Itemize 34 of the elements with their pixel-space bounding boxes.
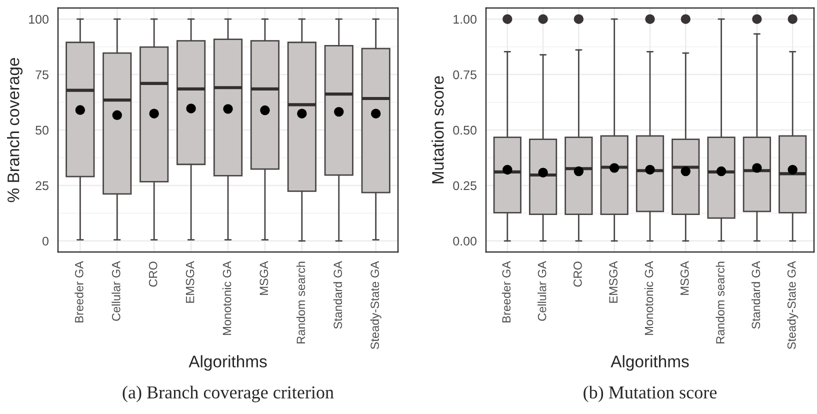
x-tick-label: Random search — [296, 262, 306, 344]
text: (a) Branch coverage criterion — [122, 386, 334, 402]
x-tick-label: Cellular GA — [112, 261, 120, 321]
y-tick-label: 75 — [36, 70, 48, 80]
x-tick-label: Monotonic GA — [644, 261, 654, 335]
y-axis-title: Mutation score — [432, 76, 444, 184]
y-tick-label: 0.50 — [453, 126, 476, 135]
x-tick-label: Cellular GA — [538, 261, 546, 321]
y-tick-label: 0.75 — [453, 70, 476, 80]
x-tick-label: Standard GA — [751, 261, 760, 329]
x-tick-label: MSGA — [260, 261, 268, 295]
x-tick-label: Standard GA — [333, 261, 342, 329]
y-axis-title: % Branch coverage — [7, 58, 23, 202]
y-tick-label: 1.00 — [454, 14, 476, 24]
y-tick-label: 50 — [36, 126, 48, 135]
x-tick-label: CRO — [148, 262, 158, 287]
x-tick-label: Steady-State GA — [787, 261, 798, 350]
text: (b) Mutation score — [584, 386, 717, 402]
y-tick-label: 0.00 — [453, 236, 476, 246]
x-tick-label: Steady-State GA — [370, 261, 382, 350]
x-tick-label: CRO — [574, 262, 582, 287]
y-tick-label: 25 — [36, 181, 48, 190]
x-axis-title: Algorithms — [610, 355, 689, 371]
x-tick-label: Breeder GA — [502, 261, 511, 322]
y-tick-label: 0.25 — [453, 181, 476, 190]
x-tick-label: Breeder GA — [74, 261, 84, 322]
x-tick-label: Random search — [716, 262, 724, 344]
x-tick-label: EMSGA — [609, 261, 618, 303]
x-tick-label: Monotonic GA — [222, 261, 232, 335]
x-tick-label: EMSGA — [186, 261, 194, 303]
y-tick-label: 100 — [29, 14, 48, 24]
x-tick-label: MSGA — [680, 261, 689, 295]
x-axis-title: Algorithms — [188, 355, 267, 371]
y-tick-label: 0 — [42, 236, 48, 246]
